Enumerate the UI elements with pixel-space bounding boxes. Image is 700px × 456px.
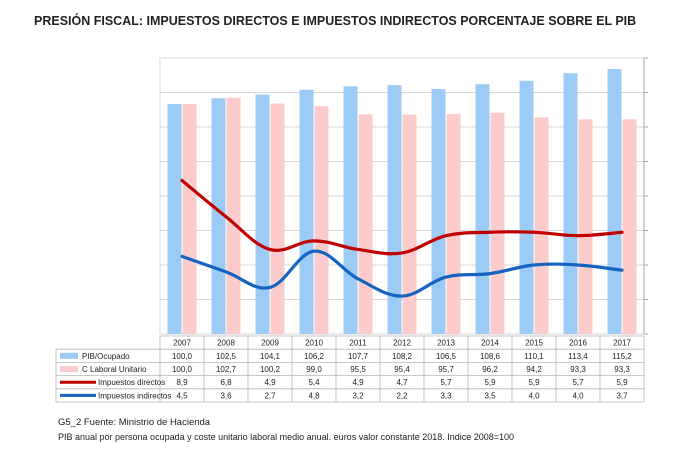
data-label: 102,7 bbox=[216, 365, 237, 374]
data-label: 93,3 bbox=[614, 365, 630, 374]
data-label: 99,0 bbox=[306, 365, 322, 374]
bar-pib bbox=[299, 89, 314, 335]
bar-clu bbox=[182, 104, 197, 334]
bar-clu bbox=[622, 119, 637, 334]
gridlines bbox=[159, 57, 648, 335]
year-label: 2017 bbox=[613, 339, 631, 348]
year-label: 2012 bbox=[393, 339, 411, 348]
data-label: 5,7 bbox=[440, 378, 452, 387]
data-label: 2,7 bbox=[264, 391, 276, 400]
year-label: 2007 bbox=[173, 339, 191, 348]
line-impuestos-directos bbox=[180, 178, 624, 256]
data-label: 104,1 bbox=[260, 352, 281, 361]
bar-pib bbox=[519, 80, 534, 335]
data-label: 4,8 bbox=[308, 391, 320, 400]
bar-pib bbox=[563, 73, 578, 335]
data-label: 4,9 bbox=[264, 378, 276, 387]
legend-entry: C Laboral Unitario bbox=[82, 365, 147, 374]
data-label: 100,0 bbox=[172, 365, 193, 374]
data-label: 3,7 bbox=[616, 391, 628, 400]
series-lines bbox=[180, 178, 624, 298]
data-label: 106,2 bbox=[304, 352, 325, 361]
bar-pib bbox=[211, 98, 226, 334]
data-label: 4,0 bbox=[572, 391, 584, 400]
data-label: 5,4 bbox=[308, 378, 320, 387]
bar-pib bbox=[387, 85, 402, 334]
data-label: 106,5 bbox=[436, 352, 457, 361]
bar-pib bbox=[475, 84, 490, 334]
line-impuestos-indirectos bbox=[180, 249, 624, 298]
data-label: 5,9 bbox=[528, 378, 540, 387]
data-table: 2007 2008 2009 2010 2011 2012 2013 2014 2015 2016… bbox=[55, 335, 645, 403]
bar-pib bbox=[343, 86, 358, 334]
bar-clu bbox=[226, 97, 241, 334]
data-label: 95,7 bbox=[438, 365, 454, 374]
description-note: PIB anual por persona ocupada y coste un… bbox=[58, 432, 515, 442]
legend-key bbox=[60, 352, 78, 359]
data-label: 96,2 bbox=[482, 365, 498, 374]
data-label: 115,2 bbox=[612, 352, 632, 361]
data-label: 108,2 bbox=[392, 352, 413, 361]
data-label: 5,9 bbox=[616, 378, 628, 387]
data-label: 5,9 bbox=[484, 378, 496, 387]
chart-title: PRESIÓN FISCAL: IMPUESTOS DIRECTOS E IMP… bbox=[34, 14, 637, 28]
legend-entry: PIB/Ocupado bbox=[82, 352, 130, 361]
year-label: 2009 bbox=[261, 339, 279, 348]
bar-pib bbox=[167, 104, 182, 334]
data-label: 4,7 bbox=[396, 378, 408, 387]
year-label: 2011 bbox=[349, 339, 367, 348]
data-label: 107,7 bbox=[348, 352, 369, 361]
bar-clu bbox=[402, 114, 417, 334]
year-label: 2010 bbox=[305, 339, 323, 348]
data-label: 4,9 bbox=[352, 378, 364, 387]
data-label: 3,2 bbox=[352, 391, 364, 400]
bar-clu bbox=[446, 113, 461, 334]
legend-key bbox=[60, 366, 78, 372]
data-label: 113,4 bbox=[568, 352, 588, 361]
data-label: 3,6 bbox=[220, 391, 232, 400]
data-label: 5,7 bbox=[572, 378, 584, 387]
bars bbox=[167, 69, 637, 335]
legend-entry: Impuestos directos bbox=[98, 378, 165, 387]
data-label: 2,2 bbox=[396, 391, 408, 400]
bar-clu bbox=[490, 112, 505, 335]
data-label: 108,6 bbox=[480, 352, 501, 361]
data-label: 94,2 bbox=[526, 365, 542, 374]
data-label: 102,5 bbox=[216, 352, 237, 361]
data-label: 100,0 bbox=[172, 352, 193, 361]
year-label: 2013 bbox=[437, 339, 455, 348]
year-label: 2014 bbox=[481, 339, 499, 348]
bar-clu bbox=[358, 114, 373, 334]
source-note: G5_2 Fuente: Ministrio de Hacienda bbox=[58, 417, 211, 428]
bar-clu bbox=[270, 103, 285, 334]
data-label: 3,3 bbox=[440, 391, 452, 400]
data-label: 8,9 bbox=[176, 378, 188, 387]
data-label: 4,0 bbox=[528, 391, 540, 400]
bar-pib bbox=[431, 89, 446, 334]
data-label: 95,5 bbox=[350, 365, 366, 374]
data-label: 3,5 bbox=[484, 391, 496, 400]
data-label: 93,3 bbox=[570, 365, 586, 374]
bar-clu bbox=[578, 119, 593, 334]
bar-clu bbox=[314, 106, 329, 334]
data-label: 4,5 bbox=[176, 391, 188, 400]
data-label: 95,4 bbox=[394, 365, 410, 374]
data-label: 100,2 bbox=[260, 365, 281, 374]
year-label: 2016 bbox=[569, 339, 587, 348]
data-label: 6,8 bbox=[220, 378, 232, 387]
year-label: 2015 bbox=[525, 339, 543, 348]
data-label: 110,1 bbox=[524, 352, 544, 361]
bar-clu bbox=[534, 117, 549, 334]
bar-pib bbox=[255, 94, 270, 334]
bar-pib bbox=[607, 69, 622, 334]
year-label: 2008 bbox=[217, 339, 235, 348]
legend-entry: Impuestos indirectos bbox=[98, 391, 171, 400]
